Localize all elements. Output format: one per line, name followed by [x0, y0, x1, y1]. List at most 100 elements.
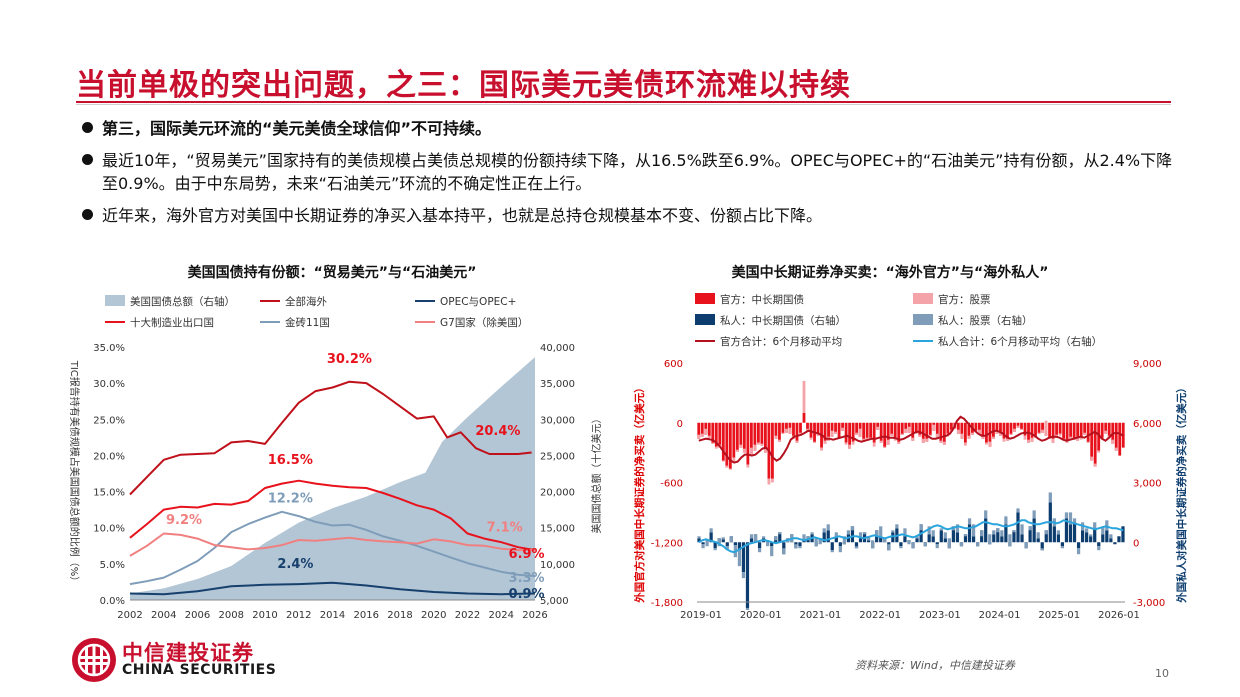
x-tick-label: 2004 — [151, 610, 176, 621]
data-label: 20.4% — [475, 424, 520, 439]
legend-swatch — [913, 293, 933, 304]
bar-official-equity — [918, 434, 922, 437]
bar-official-equity — [928, 434, 932, 436]
bar-official-equity — [816, 433, 820, 436]
bar-official-equity — [865, 437, 869, 440]
bullet-item: 最近10年，“贸易美元”国家持有的美债规模占美债总规模的份额持续下降，从16.5… — [80, 149, 1180, 195]
bar-official-treasury — [872, 422, 876, 443]
bar-official-equity — [795, 440, 799, 443]
bar-private-equity — [814, 538, 818, 547]
bar-private-treasury — [980, 530, 984, 543]
x-tick-label: 2026 — [522, 610, 547, 621]
bar-private-equity — [717, 538, 721, 547]
y2-axis-title: 美国国债总额（十亿美元） — [590, 414, 603, 534]
bar-private-treasury — [967, 524, 972, 543]
bar-official-equity — [785, 428, 788, 433]
bar-private-treasury — [1068, 524, 1073, 543]
bar-private-equity — [762, 536, 766, 539]
bar-official-treasury — [1037, 422, 1041, 434]
y-tick-label: -1,800 — [651, 598, 683, 609]
series-line — [129, 581, 536, 596]
bar-private-equity — [1044, 530, 1048, 535]
bar-official-equity — [697, 434, 701, 439]
bar-official-equity — [1079, 436, 1083, 440]
bar-official-treasury — [1086, 422, 1090, 443]
bar-private-equity — [725, 546, 729, 551]
bar-official-equity — [721, 460, 725, 462]
bar-official-equity — [764, 448, 767, 453]
bar-official-treasury — [1048, 422, 1051, 439]
bar-private-equity — [992, 530, 996, 535]
legend-label: 十大制造业出口国 — [130, 316, 214, 329]
y-tick-label: 10.0% — [93, 524, 125, 535]
bar-official-treasury — [1006, 422, 1009, 441]
bar-official-equity — [1041, 429, 1044, 433]
data-label: 0.9% — [509, 587, 545, 602]
bar-official-equity — [935, 433, 939, 438]
legend-label: 私人合计：6个月移动平均（右轴） — [938, 335, 1102, 348]
y-tick-label: 20.0% — [93, 451, 125, 462]
bar-private-equity — [766, 540, 770, 547]
chart-title: 美国国债持有份额：“贸易美元”与“石油美元” — [188, 264, 477, 281]
data-label: 12.2% — [268, 491, 313, 506]
legend-label: 官方合计：6个月移动平均 — [720, 335, 842, 348]
bar-official-treasury — [1030, 422, 1034, 442]
bar-official-equity — [897, 441, 901, 444]
bar-official-equity — [1030, 437, 1034, 442]
y-tick-label: 35.0% — [93, 343, 125, 354]
y-tick-label: -600 — [660, 479, 683, 490]
bar-private-equity — [915, 536, 919, 539]
bullet-list: 第三，国际美元环流的“美元美债全球信仰”不可持续。 最近10年，“贸易美元”国家… — [80, 117, 1180, 236]
bar-private-equity — [794, 544, 798, 549]
bar-private-equity — [911, 542, 915, 549]
bullet-dot-icon — [82, 209, 93, 220]
legend-label: 金砖11国 — [285, 316, 330, 329]
bar-private-treasury — [927, 534, 931, 543]
legend-swatch — [695, 293, 715, 304]
bar-official-equity — [728, 468, 732, 470]
y2-tick-label: 9,000 — [1133, 359, 1162, 370]
y-tick-label: -1,200 — [651, 538, 683, 549]
bullet-item: 近年来，海外官方对美国中长期证券的净买入基本持平，也就是总持仓规模基本不变、份额… — [80, 204, 1180, 227]
legend-label: 私人：股票（右轴） — [938, 314, 1033, 327]
bar-official-treasury — [837, 422, 841, 438]
bar-official-treasury — [1009, 422, 1013, 435]
bar-private-treasury — [1000, 536, 1004, 543]
bar-official-equity — [1023, 435, 1027, 440]
bar-official-treasury — [935, 422, 939, 438]
bar-private-treasury — [1121, 526, 1125, 543]
bar-official-treasury — [809, 422, 813, 438]
bar-private-treasury — [1004, 524, 1008, 543]
bar-official-equity — [1111, 439, 1115, 444]
x-tick-label: 2010 — [252, 610, 277, 621]
bar-private-equity — [988, 534, 992, 545]
bar-private-equity — [1085, 528, 1089, 533]
page-number: 10 — [1155, 667, 1169, 680]
bar-private-equity — [830, 550, 834, 553]
bar-official-treasury — [862, 422, 866, 442]
bar-private-equity — [753, 534, 758, 543]
bar-official-equity — [967, 435, 971, 439]
bar-official-equity — [820, 447, 823, 451]
bar-official-treasury — [1020, 422, 1023, 430]
bar-private-equity — [984, 510, 988, 519]
bar-private-equity — [838, 546, 842, 553]
bar-official-equity — [879, 440, 883, 443]
bar-private-treasury — [1044, 530, 1048, 543]
bar-private-equity — [697, 536, 701, 539]
bar-official-equity — [985, 442, 988, 445]
bar-official-equity — [1104, 430, 1108, 434]
bar-private-equity — [1076, 548, 1081, 555]
y2-tick-label: 40,000 — [540, 343, 575, 354]
bar-official-treasury — [1002, 422, 1006, 439]
bar-private-treasury — [996, 528, 1000, 543]
bar-official-equity — [749, 447, 753, 456]
bar-private-equity — [1056, 530, 1060, 535]
net-purchases-chart: 美国中长期证券净买卖：“海外官方”与“海外私人” 官方：中长期国债 官方：股票私人：… — [633, 264, 1188, 621]
bar-private-equity — [774, 536, 778, 541]
bar-official-treasury — [1083, 422, 1087, 435]
bar-private-equity — [919, 524, 923, 531]
bar-official-equity — [788, 427, 792, 434]
bar-official-treasury — [785, 422, 788, 433]
bar-official-treasury — [974, 422, 978, 432]
